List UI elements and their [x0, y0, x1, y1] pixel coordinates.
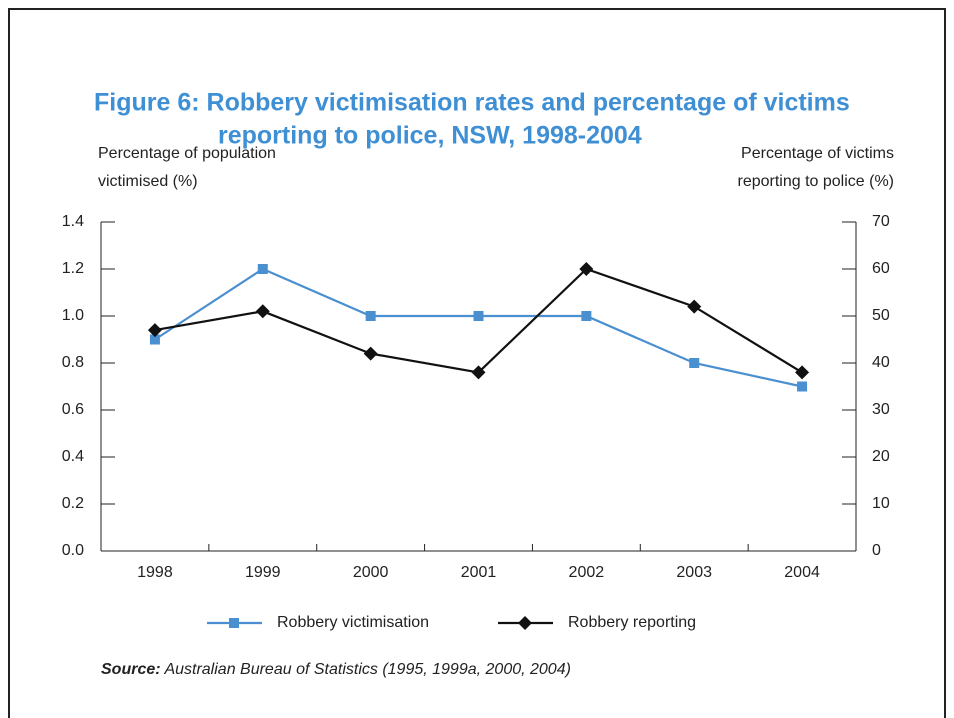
data-point	[255, 304, 270, 319]
frame	[8, 8, 946, 718]
source-label: Source:	[101, 661, 161, 678]
x-tick-label: 2003	[676, 564, 712, 581]
y2-tick-label: 70	[872, 213, 890, 230]
legend-marker	[229, 618, 239, 628]
y2-tick-label: 0	[872, 542, 881, 559]
data-point	[581, 311, 592, 321]
y2-tick-label: 30	[872, 401, 890, 418]
data-point	[471, 365, 486, 380]
chart-title: Figure 6: Robbery victimisation rates an…	[94, 89, 850, 117]
y2-axis-label: Percentage of victims	[741, 145, 894, 162]
source-text: Australian Bureau of Statistics (1995, 1…	[163, 661, 570, 678]
data-point	[363, 346, 378, 361]
y2-axis-label: reporting to police (%)	[737, 173, 894, 190]
y-tick-label: 1.2	[62, 260, 84, 277]
data-point	[689, 358, 700, 368]
legend-label: Robbery victimisation	[277, 614, 429, 631]
y-axis-label: Percentage of population	[98, 145, 276, 162]
data-point	[257, 264, 268, 274]
source: Source: Australian Bureau of Statistics …	[101, 661, 571, 678]
y-tick-label: 0.0	[62, 542, 84, 559]
y-tick-label: 0.2	[62, 495, 84, 512]
x-tick-label: 1998	[137, 564, 173, 581]
data-point	[795, 365, 810, 380]
y-tick-label: 0.8	[62, 354, 84, 371]
x-tick-label: 1999	[245, 564, 281, 581]
data-point	[687, 299, 702, 314]
data-point	[797, 381, 808, 392]
data-point	[579, 262, 594, 276]
data-point	[147, 323, 162, 338]
legend-label: Robbery reporting	[568, 614, 696, 631]
x-tick-label: 2000	[353, 564, 389, 581]
y-tick-label: 1.4	[62, 213, 84, 230]
y2-tick-label: 50	[872, 307, 890, 324]
chart-title: reporting to police, NSW, 1998-2004	[218, 122, 642, 150]
data-point	[473, 311, 484, 321]
y-tick-label: 0.6	[62, 401, 84, 418]
x-tick-label: 2004	[784, 564, 820, 581]
y2-tick-label: 20	[872, 448, 890, 465]
y2-tick-label: 40	[872, 354, 890, 371]
y-tick-label: 1.0	[62, 307, 84, 324]
x-tick-label: 2002	[569, 564, 605, 581]
y2-tick-label: 60	[872, 260, 890, 277]
legend-marker	[518, 616, 532, 630]
y-axis-label: victimised (%)	[98, 173, 198, 190]
y2-tick-label: 10	[872, 495, 890, 512]
x-tick-label: 2001	[461, 564, 497, 581]
data-point	[149, 334, 160, 345]
y-tick-label: 0.4	[62, 448, 84, 465]
data-point	[365, 311, 376, 321]
